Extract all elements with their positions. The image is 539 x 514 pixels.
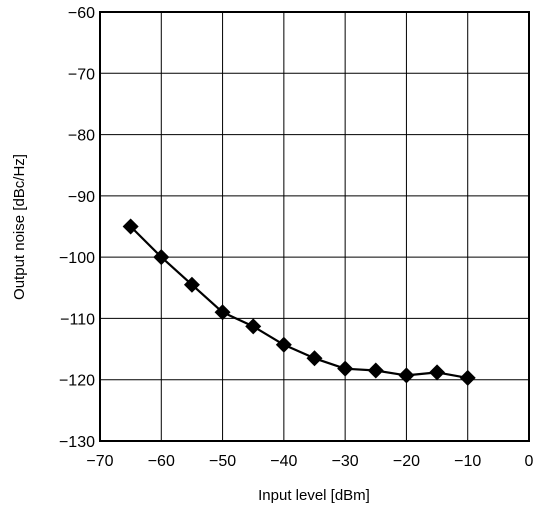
data-point-diamond [398, 367, 415, 384]
y-tick-label: −130 [59, 434, 95, 451]
y-tick-label: −60 [68, 5, 95, 22]
y-tick-label: −100 [59, 250, 95, 267]
x-axis-label: Input level [dBm] [258, 487, 370, 504]
data-point-diamond [122, 218, 139, 235]
y-tick-label: −80 [68, 128, 95, 145]
y-tick-label: −70 [68, 66, 95, 83]
x-tick-label: −20 [393, 453, 420, 470]
x-tick-label: −70 [86, 453, 113, 470]
data-point-diamond [183, 276, 200, 293]
data-point-diamond [214, 304, 231, 321]
x-tick-label: 0 [525, 453, 534, 470]
data-point-diamond [429, 364, 446, 381]
x-tick-label: −10 [454, 453, 481, 470]
data-point-diamond [367, 362, 384, 379]
y-axis-label: Output noise [dBc/Hz] [11, 154, 28, 300]
x-tick-label: −30 [332, 453, 359, 470]
plot-frame [99, 11, 530, 442]
y-tick-label: −110 [60, 311, 95, 328]
series-line [129, 225, 468, 379]
y-tick-label: −90 [68, 189, 95, 206]
tick-labels: −70 −60 −50 −40 −30 −20 −10 0−60−70−80−90−100−1… [59, 5, 534, 470]
data-point-diamond [245, 318, 262, 335]
x-tick-label: −50 [209, 453, 236, 470]
series-group [122, 218, 476, 386]
data-point-diamond [153, 249, 170, 266]
x-tick-label: −60 [148, 453, 175, 470]
y-tick-label: −120 [59, 373, 95, 390]
data-point-diamond [306, 350, 323, 367]
data-point-diamond [275, 336, 292, 353]
data-point-diamond [337, 360, 354, 377]
x-tick-label: −40 [270, 453, 297, 470]
data-point-diamond [459, 369, 476, 386]
grid-lines [99, 11, 530, 442]
